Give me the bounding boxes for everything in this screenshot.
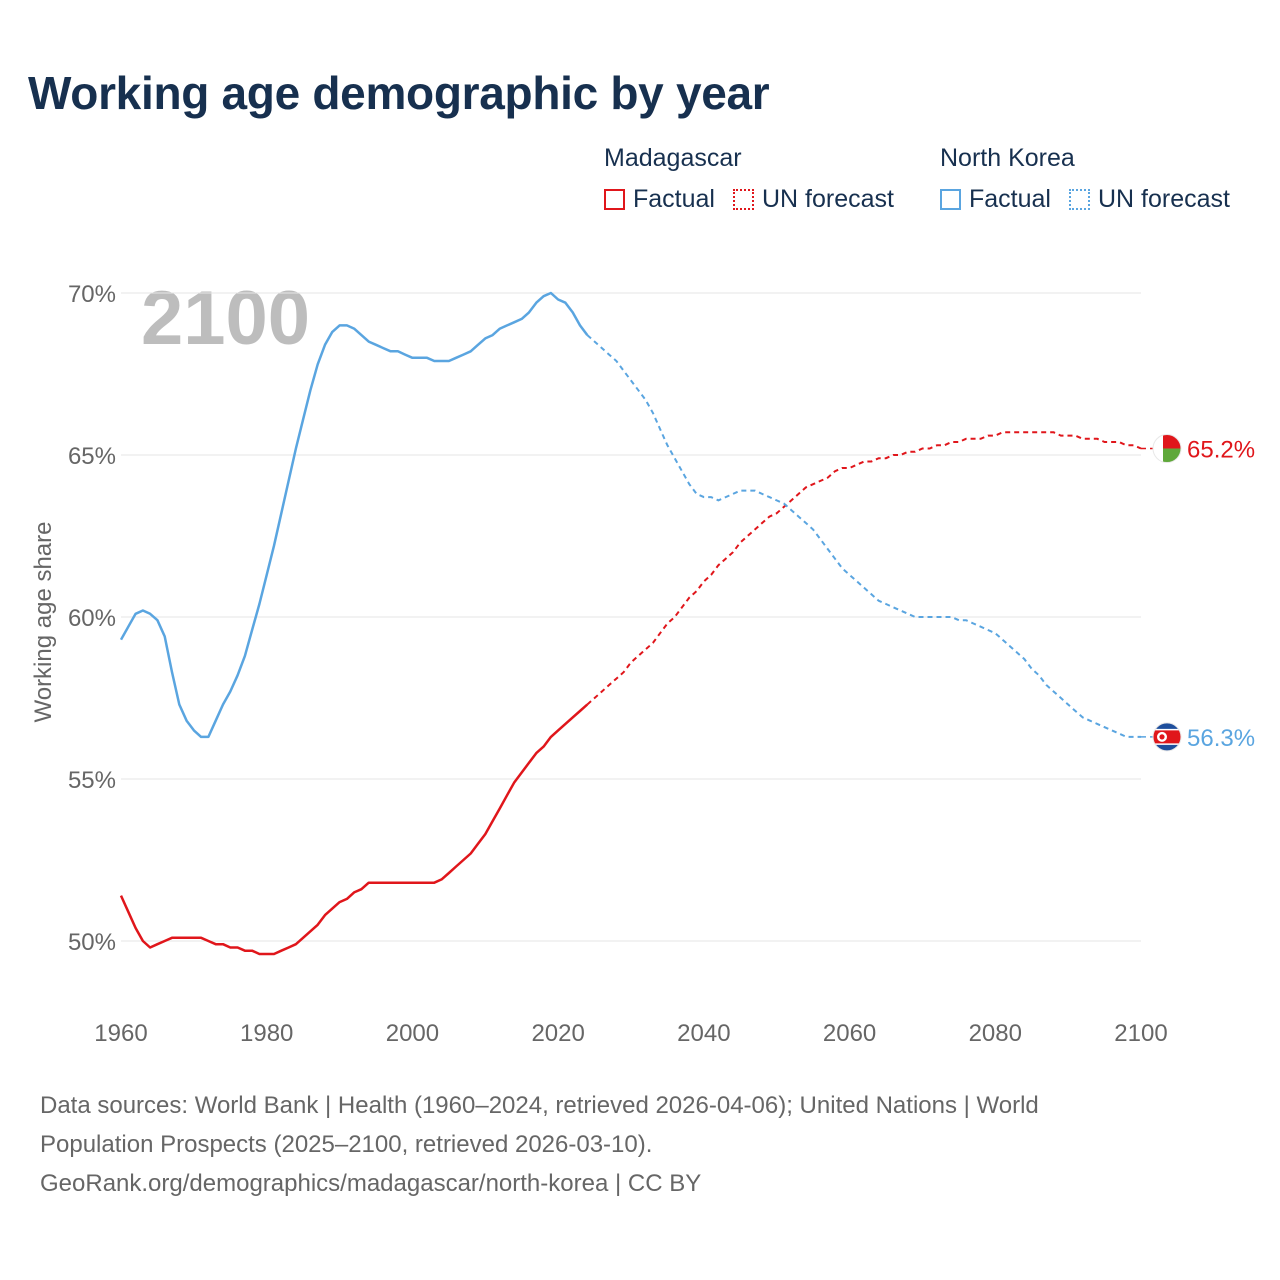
legend-label: Factual <box>633 185 715 213</box>
x-tick-label: 2100 <box>1114 1020 1167 1047</box>
legend-label: Factual <box>969 185 1051 213</box>
x-tick-label: 2060 <box>823 1020 876 1047</box>
x-tick-label: 2040 <box>677 1020 730 1047</box>
legend-group-madagascar: Madagascar Factual UN forecast <box>604 144 912 214</box>
series-madagascar-factual <box>119 703 589 956</box>
footer: Data sources: World Bank | Health (1960–… <box>40 1086 1240 1203</box>
legend-group-name: North Korea <box>940 144 1075 172</box>
series-madagascar-forecast <box>586 431 1142 706</box>
flag-red-band <box>1163 434 1181 449</box>
legend-swatch-dotted <box>732 189 754 210</box>
footer-link: GeoRank.org/demographics/madagascar/nort… <box>40 1170 702 1197</box>
legend-madagascar-forecast[interactable]: UN forecast <box>732 185 894 214</box>
legend-label: UN forecast <box>1097 185 1230 213</box>
legend-label: UN forecast <box>761 185 894 213</box>
x-tick-label: 1980 <box>240 1020 293 1047</box>
flag-outline <box>1152 722 1182 752</box>
footer-sources-line1: Data sources: World Bank | Health (1960–… <box>40 1092 1039 1119</box>
legend-swatch-solid <box>604 189 625 210</box>
flag-green-band <box>1163 448 1181 463</box>
legend-group-north-korea: North Korea Factual UN forecast <box>940 144 1230 214</box>
legend-swatch-dotted <box>1068 189 1090 210</box>
y-tick-label: 60% <box>68 605 116 632</box>
legend-swatch-solid <box>940 189 961 210</box>
x-tick-label: 2020 <box>531 1020 584 1047</box>
x-tick-label: 2080 <box>969 1020 1022 1047</box>
chart-title: Working age demographic by year <box>28 67 770 119</box>
flag-outline <box>1152 434 1182 464</box>
madagascar-flag <box>1152 434 1182 464</box>
end-value-label-north-korea: 56.3% <box>1187 725 1255 752</box>
y-tick-label: 70% <box>68 281 116 308</box>
north-korea-flag <box>1152 722 1182 752</box>
y-tick-label: 55% <box>68 767 116 794</box>
end-value-label-madagascar: 65.2% <box>1187 437 1255 464</box>
legend-group-name: Madagascar <box>604 144 742 172</box>
x-tick-label: 1960 <box>94 1020 147 1047</box>
series-north-korea-factual <box>119 291 589 739</box>
legend-madagascar-factual[interactable]: Factual <box>604 185 715 214</box>
flag-body <box>1153 722 1181 751</box>
y-tick-label: 50% <box>68 929 116 956</box>
legend-north-korea-forecast[interactable]: UN forecast <box>1068 185 1230 214</box>
flag-star <box>1159 734 1165 740</box>
x-tick-label: 2000 <box>386 1020 439 1047</box>
year-overlay: 2100 <box>141 276 310 361</box>
y-axis-label: Working age share <box>30 522 57 723</box>
legend-north-korea-factual[interactable]: Factual <box>940 185 1051 214</box>
y-tick-label: 65% <box>68 443 116 470</box>
line-chart: 2100 50% 55% 60% 65% 70% 1960 1980 2000 2020 2040… <box>30 276 1255 1047</box>
footer-sources-line2: Population Prospects (2025–2100, retriev… <box>40 1131 653 1158</box>
series-north-korea-forecast <box>586 334 1141 738</box>
